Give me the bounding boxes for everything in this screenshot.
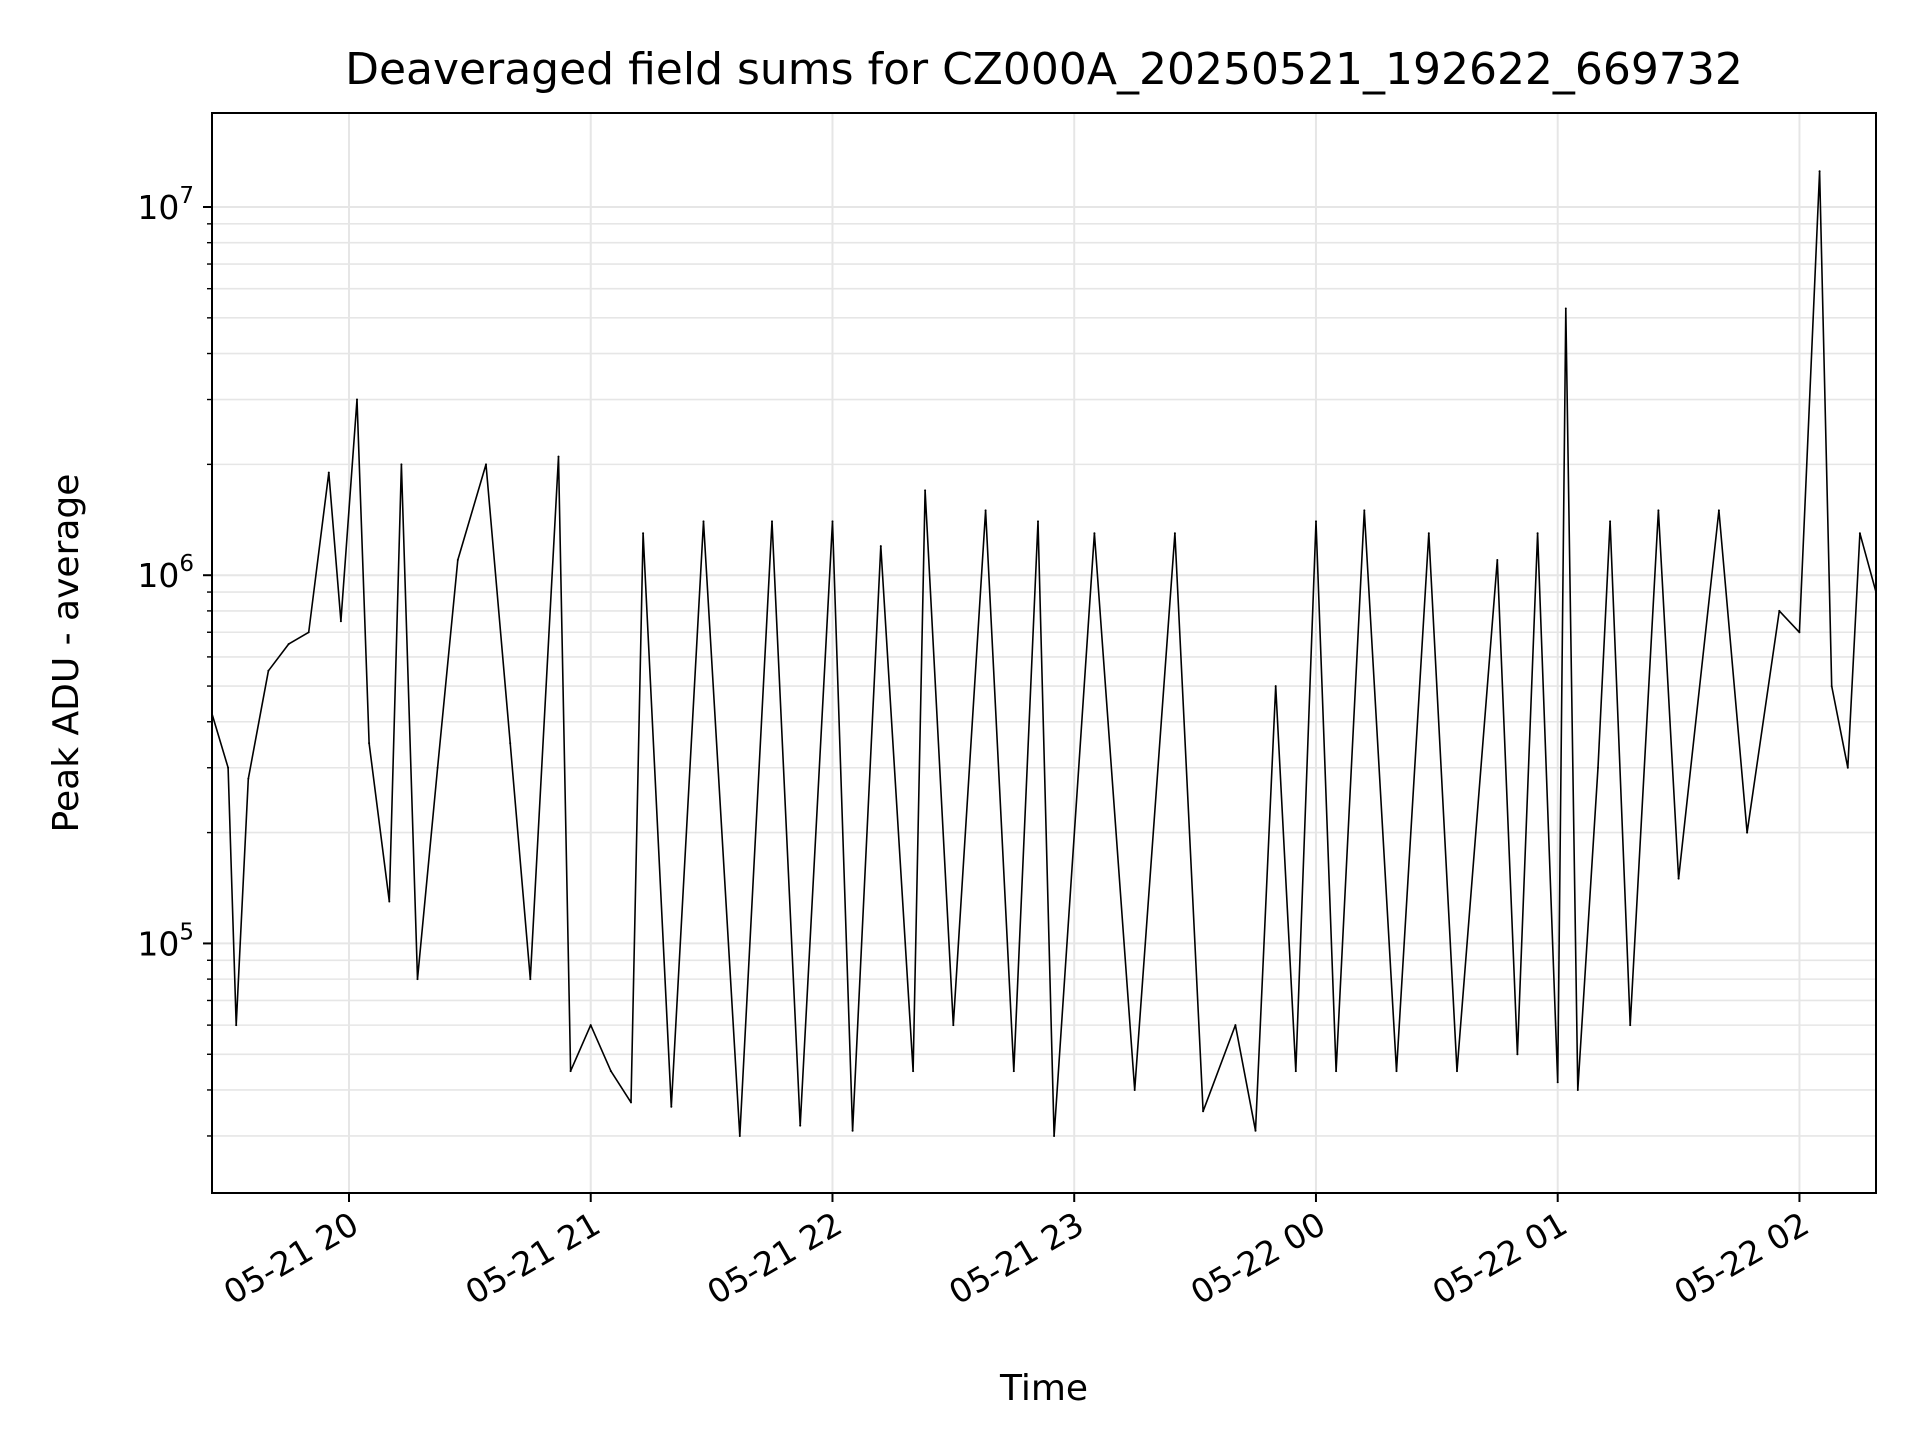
data-point bbox=[738, 1135, 741, 1137]
data-point bbox=[771, 520, 773, 523]
data-point bbox=[1746, 831, 1749, 834]
data-point bbox=[557, 455, 560, 458]
data-point bbox=[400, 463, 403, 466]
data-point bbox=[1576, 1089, 1579, 1091]
chart-title: Deaveraged field sums for CZ000A_2025052… bbox=[345, 44, 1743, 95]
data-point bbox=[327, 471, 330, 474]
data-point bbox=[851, 1129, 854, 1132]
data-point bbox=[702, 520, 705, 523]
data-point bbox=[1496, 559, 1499, 561]
data-point bbox=[1629, 1024, 1632, 1027]
data-point bbox=[1173, 532, 1176, 535]
data-point bbox=[1012, 1070, 1015, 1073]
data-point bbox=[670, 1105, 673, 1108]
data-point bbox=[1456, 1070, 1458, 1073]
data-point bbox=[235, 1024, 238, 1027]
data-point bbox=[1717, 509, 1720, 512]
data-point bbox=[1516, 1053, 1519, 1056]
data-point bbox=[1133, 1089, 1136, 1091]
data-point bbox=[436, 766, 439, 769]
data-point bbox=[1363, 509, 1366, 512]
plot-frame bbox=[211, 112, 1877, 1194]
y-tick-label: 107 bbox=[137, 183, 194, 227]
data-point bbox=[247, 777, 250, 780]
x-axis-label: Time bbox=[999, 1368, 1088, 1409]
data-point bbox=[1315, 520, 1317, 523]
data-point bbox=[368, 742, 371, 745]
data-point bbox=[952, 1024, 955, 1027]
data-point bbox=[799, 1124, 802, 1127]
data-point bbox=[1597, 766, 1599, 769]
data-point bbox=[1202, 1110, 1205, 1113]
data-point bbox=[924, 489, 927, 492]
data-point bbox=[879, 545, 882, 548]
data-point bbox=[267, 669, 270, 672]
data-point bbox=[416, 978, 419, 981]
data-point bbox=[831, 520, 834, 523]
data-point bbox=[569, 1070, 572, 1073]
data-point bbox=[509, 742, 512, 745]
data-point bbox=[1536, 532, 1539, 535]
data-point bbox=[984, 509, 987, 512]
data-point bbox=[287, 643, 290, 646]
data-point bbox=[589, 1024, 592, 1027]
data-point bbox=[485, 463, 487, 466]
series-layer bbox=[211, 170, 1877, 1137]
data-point bbox=[1798, 631, 1801, 634]
data-point bbox=[1427, 532, 1430, 535]
data-point bbox=[1858, 532, 1861, 535]
data-point bbox=[912, 1070, 915, 1073]
data-point bbox=[1294, 1070, 1297, 1073]
data-point bbox=[1846, 766, 1849, 769]
data-point bbox=[227, 766, 230, 769]
data-point bbox=[1677, 877, 1680, 880]
data-point bbox=[1053, 1135, 1056, 1137]
data-point bbox=[388, 900, 391, 903]
data-point bbox=[356, 398, 358, 401]
data-point bbox=[1037, 520, 1039, 523]
data-point bbox=[1830, 685, 1833, 688]
data-point bbox=[1254, 1129, 1257, 1132]
data-point bbox=[529, 978, 532, 981]
data-point bbox=[1657, 509, 1660, 512]
data-point bbox=[1556, 1081, 1559, 1084]
data-point bbox=[1234, 1024, 1237, 1027]
grid bbox=[212, 113, 1876, 1193]
data-point bbox=[1818, 170, 1821, 173]
data-point bbox=[630, 1101, 632, 1104]
data-point bbox=[1564, 307, 1567, 310]
data-point bbox=[609, 1070, 612, 1073]
data-point bbox=[339, 620, 342, 623]
data-point bbox=[1093, 532, 1096, 535]
data-point bbox=[1609, 520, 1612, 523]
data-point bbox=[1274, 685, 1277, 688]
series-line bbox=[211, 170, 1877, 1137]
data-point bbox=[1778, 609, 1781, 612]
data-point bbox=[1335, 1070, 1338, 1073]
data-point bbox=[1395, 1070, 1398, 1073]
data-point bbox=[456, 559, 459, 561]
y-tick-label: 105 bbox=[137, 919, 194, 963]
y-tick-label: 106 bbox=[137, 551, 194, 595]
data-point bbox=[642, 532, 645, 535]
data-point bbox=[307, 631, 310, 634]
y-axis-label: Peak ADU - average bbox=[46, 474, 87, 833]
